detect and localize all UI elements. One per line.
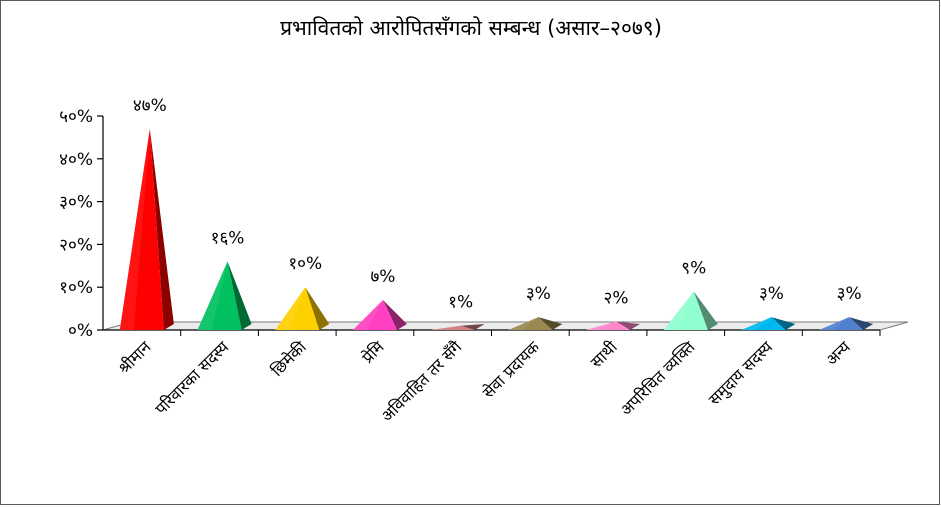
- x-tick-label: साथी: [587, 337, 622, 372]
- y-tick-label: ५०%: [59, 107, 93, 127]
- pyramid-bar-highlight: [352, 300, 383, 330]
- pyramid-bar-highlight: [275, 287, 306, 330]
- pyramid-bar-side: [460, 324, 485, 330]
- pyramid-bar-highlight: [663, 291, 694, 330]
- y-tick-label: ३०%: [59, 193, 93, 213]
- pyramid-bar-highlight: [741, 317, 772, 330]
- x-tick-label: अपरिचित व्यक्ति: [616, 337, 699, 420]
- pyramid-bar-highlight: [819, 317, 850, 330]
- pyramid-bar-highlight: [197, 261, 228, 330]
- x-tick-label: छिमेकी: [267, 337, 310, 380]
- data-label: २%: [604, 288, 629, 308]
- y-tick-label: २०%: [59, 235, 93, 255]
- data-label: ३%: [759, 284, 784, 304]
- pyramid-bar-side: [616, 321, 641, 330]
- data-label: ९%: [681, 258, 706, 278]
- data-label: ४७%: [133, 96, 167, 116]
- y-tick-label: ४०%: [59, 150, 93, 170]
- x-tick-label: परिवारका सदस्य: [151, 337, 233, 419]
- y-tick-label: ०%: [68, 321, 93, 341]
- x-tick-label: अन्य: [822, 337, 854, 369]
- pyramid-bar-side: [693, 291, 718, 330]
- data-label: १०%: [288, 254, 322, 274]
- data-label: १%: [448, 293, 473, 313]
- pyramid-bar-side: [227, 261, 252, 330]
- data-label: १६%: [211, 229, 245, 249]
- pyramid-bar-highlight: [430, 325, 461, 330]
- chart-title: प्रभावितको आरोपितसँगको सम्बन्ध (असार–२०७…: [280, 16, 662, 40]
- data-label: ३%: [526, 284, 551, 304]
- x-tick-label: समुदाय सदस्य: [705, 337, 778, 410]
- data-label: ७%: [370, 267, 395, 287]
- pyramid-bar-highlight: [119, 128, 150, 330]
- pyramid-bar-side: [849, 317, 874, 330]
- x-tick-label: अविवाहित तर सँगै: [377, 337, 466, 426]
- pyramid-bar-side: [149, 128, 174, 330]
- data-label: ३%: [837, 284, 862, 304]
- x-tick-label: सेवा प्रदायक: [479, 337, 544, 402]
- y-tick-label: १०%: [59, 278, 93, 298]
- pyramid-bar-side: [305, 287, 330, 330]
- pyramid-bar-highlight: [586, 321, 617, 330]
- pyramid-bar-highlight: [508, 317, 539, 330]
- x-tick-label: प्रेमि: [358, 337, 388, 367]
- pyramid-bar-side: [771, 317, 796, 330]
- x-tick-label: श्रीमान: [114, 337, 155, 378]
- pyramid-bar-side: [538, 317, 563, 330]
- pyramid-bar-side: [382, 300, 407, 330]
